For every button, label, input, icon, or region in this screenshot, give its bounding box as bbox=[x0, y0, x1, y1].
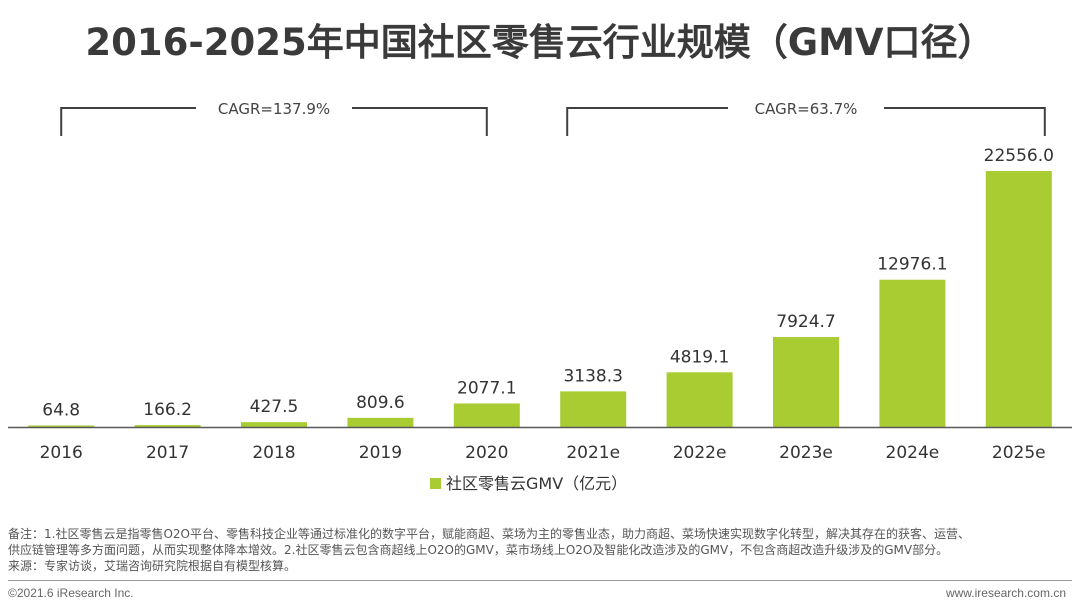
bar-2018 bbox=[241, 422, 307, 427]
x-tick-2019: 2019 bbox=[359, 443, 402, 463]
bar-2016 bbox=[28, 425, 95, 427]
cagr-bracket-left-2 bbox=[566, 107, 728, 136]
footnote-source: 来源：专家访谈，艾瑞咨询研究院根据自有模型核算。 bbox=[8, 559, 297, 573]
cagr-bracket-right-1 bbox=[352, 107, 488, 136]
data-label-2018: 427.5 bbox=[250, 397, 299, 417]
x-tick-2024e: 2024e bbox=[886, 443, 940, 463]
bar-chart: 64.8 166.2 427.5 809.6 2077.1 3138.3 4819.1 792… bbox=[8, 100, 1072, 493]
bar-2024e bbox=[879, 279, 946, 427]
legend-label: 社区零售云GMV（亿元） bbox=[446, 474, 627, 493]
data-label-2022e: 4819.1 bbox=[670, 347, 729, 367]
x-tick-2023e: 2023e bbox=[779, 443, 833, 463]
bar-2022e bbox=[666, 372, 733, 427]
bar-2021e bbox=[560, 391, 627, 427]
cagr-label-2: CAGR=63.7% bbox=[755, 100, 858, 118]
data-label-2025e: 22556.0 bbox=[984, 146, 1054, 166]
cagr-bracket-left-1 bbox=[60, 107, 196, 136]
x-tick-2020: 2020 bbox=[465, 443, 508, 463]
data-label-2019: 809.6 bbox=[356, 393, 405, 413]
data-label-2021e: 3138.3 bbox=[563, 366, 622, 386]
data-label-2024e: 12976.1 bbox=[877, 255, 947, 275]
cagr-bracket-right-2 bbox=[884, 107, 1046, 136]
cagr-label-1: CAGR=137.9% bbox=[218, 100, 330, 118]
bar-2023e bbox=[773, 337, 839, 427]
x-tick-2025e: 2025e bbox=[992, 443, 1046, 463]
bar-2019 bbox=[347, 417, 414, 427]
footnote-line-1: 备注：1.社区零售云是指零售O2O平台、零售科技企业等通过标准化的数字平台，赋能… bbox=[8, 527, 970, 541]
x-tick-2017: 2017 bbox=[146, 443, 189, 463]
x-tick-2022e: 2022e bbox=[673, 443, 727, 463]
legend-swatch bbox=[430, 478, 441, 489]
bar-2020 bbox=[453, 403, 520, 427]
x-tick-2018: 2018 bbox=[252, 443, 295, 463]
footnote: 备注：1.社区零售云是指零售O2O平台、零售科技企业等通过标准化的数字平台，赋能… bbox=[8, 526, 1072, 574]
data-label-2023e: 7924.7 bbox=[776, 312, 835, 332]
x-tick-2016: 2016 bbox=[40, 443, 83, 463]
bar-2025e bbox=[985, 171, 1052, 427]
bar-2017 bbox=[134, 425, 201, 427]
data-label-2017: 166.2 bbox=[143, 400, 192, 420]
x-tick-2021e: 2021e bbox=[566, 443, 620, 463]
footer-divider bbox=[8, 580, 1072, 581]
copyright: ©2021.6 iResearch Inc. bbox=[8, 586, 134, 600]
footnote-line-2: 供应链管理等多方面问题，从而实现整体降本增效。2.社区零售云包含商超线上O2O的… bbox=[8, 543, 949, 557]
chart-title: 2016-2025年中国社区零售云行业规模（GMV口径） bbox=[85, 21, 995, 64]
website-url: www.iresearch.com.cn bbox=[945, 586, 1066, 600]
data-label-2016: 64.8 bbox=[42, 401, 80, 421]
data-label-2020: 2077.1 bbox=[457, 378, 516, 398]
